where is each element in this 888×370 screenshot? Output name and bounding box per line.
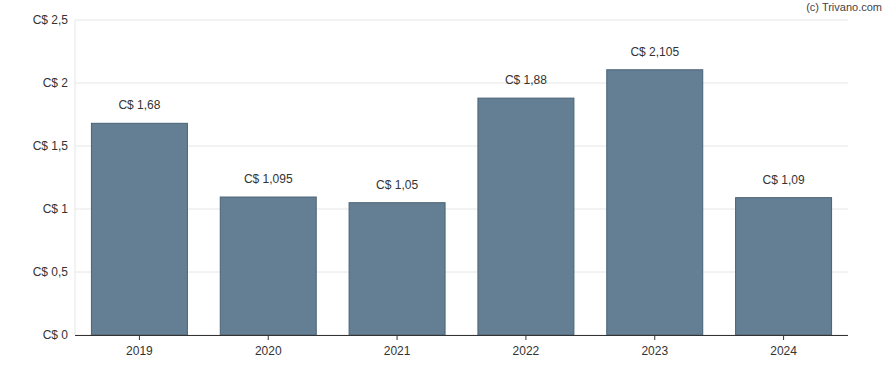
y-tick-label: C$ 1 [43,202,69,216]
bar [478,98,574,335]
x-tick-label: 2021 [384,344,411,358]
grid-line [75,83,848,84]
y-tick-label: C$ 0 [43,328,69,342]
bar [736,198,832,335]
grid-line [75,146,848,147]
data-label: C$ 1,88 [505,73,547,87]
grid-line [75,335,848,336]
x-tick [654,335,655,340]
grid-line [75,20,848,21]
grid-line [75,272,848,273]
x-tick-label: 2019 [126,344,153,358]
y-tick-label: C$ 1,5 [33,139,69,153]
data-label: C$ 1,68 [118,98,160,112]
bar [91,123,187,335]
x-tick-label: 2024 [770,344,797,358]
bar [607,70,703,335]
credit: (c) Trivano.com [806,1,882,13]
x-tick [783,335,784,340]
x-tick-label: 2023 [641,344,668,358]
data-label: C$ 1,05 [376,178,418,192]
y-tick-label: C$ 2 [43,76,69,90]
bar [220,197,316,335]
y-tick-label: C$ 2,5 [33,13,69,27]
chart: C$ 0 C$ 0,5 C$ 1 C$ 1,5 C$ 2 C$ 2,5 C$ 1,68 C$ … [0,0,888,370]
grid-line [75,209,848,210]
data-label: C$ 1,09 [763,173,805,187]
x-tick [397,335,398,340]
x-tick-label: 2020 [255,344,282,358]
data-label: C$ 2,105 [630,45,679,59]
bar [349,203,445,335]
data-label: C$ 1,095 [244,172,293,186]
bars [91,70,831,335]
x-axis-line [75,335,848,336]
x-tick [525,335,526,340]
y-tick-label: C$ 0,5 [33,265,69,279]
x-tick [268,335,269,340]
y-axis-line [75,20,76,335]
x-tick-label: 2022 [513,344,540,358]
x-tick [139,335,140,340]
